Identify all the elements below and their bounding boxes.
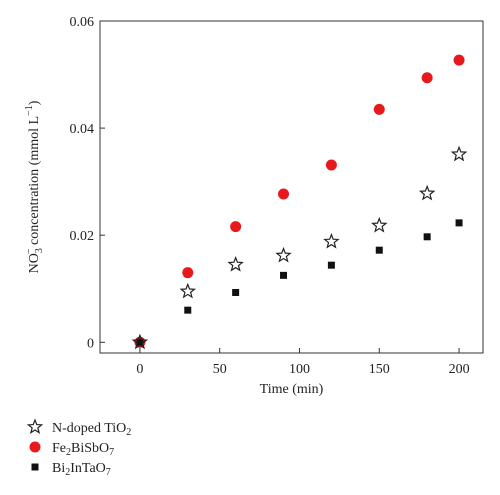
data-point-circle: [325, 159, 337, 171]
data-point-circle: [373, 103, 385, 115]
legend-marker-star: [26, 418, 44, 435]
y-tick-label: 0.06: [70, 15, 95, 30]
legend-marker-square: [31, 463, 39, 471]
legend-item: N-doped TiO2: [26, 418, 131, 438]
x-tick-label: 100: [289, 362, 310, 377]
x-axis-ticks: 0 50 100 150 200: [136, 348, 470, 377]
x-tick-label: 0: [136, 362, 143, 377]
data-point-circle: [453, 54, 465, 66]
legend: N-doped TiO2 Fe2BiSbO7 Bi2InTaO7: [26, 418, 131, 478]
data-point-star: [179, 282, 197, 299]
data-point-square: [232, 288, 240, 296]
data-point-circle: [230, 221, 242, 233]
plot-border: [99, 20, 484, 354]
y-axis-ticks: 0 0.02 0.04 0.06: [70, 15, 105, 351]
series-circle: [134, 54, 465, 348]
x-axis-title: Time (min): [260, 382, 324, 397]
y-axis-title: NO3− concentration (mmol L−1): [24, 100, 45, 273]
data-point-star: [323, 232, 340, 249]
x-tick-label: 200: [449, 362, 470, 377]
data-point-square: [184, 306, 192, 314]
data-point-star: [227, 255, 244, 272]
legend-label: Fe2BiSbO7: [52, 441, 114, 458]
legend-item: Bi2InTaO7: [31, 461, 111, 478]
series-star: [131, 145, 468, 350]
data-point-star: [450, 145, 468, 162]
data-point-circle: [421, 72, 433, 84]
plot-frame: [99, 20, 484, 354]
data-marks: [131, 54, 468, 350]
legend-item: Fe2BiSbO7: [29, 441, 114, 458]
y-tick-label: 0.02: [70, 229, 95, 244]
y-tick-label: 0: [87, 336, 94, 351]
data-point-square: [423, 233, 431, 241]
data-point-star: [275, 246, 292, 263]
x-tick-label: 150: [369, 362, 390, 377]
y-tick-label: 0.04: [70, 122, 95, 137]
data-point-square: [375, 246, 383, 254]
data-point-square: [327, 261, 335, 269]
legend-marker-circle: [29, 441, 41, 453]
legend-label: Bi2InTaO7: [52, 461, 111, 478]
data-point-circle: [182, 267, 194, 279]
data-point-square: [280, 271, 288, 279]
data-point-star: [131, 333, 149, 350]
data-point-circle: [278, 188, 290, 200]
data-point-square: [136, 338, 144, 346]
data-point-star: [418, 184, 436, 201]
x-tick-label: 50: [213, 362, 227, 377]
legend-label: N-doped TiO2: [52, 421, 131, 438]
data-point-star: [371, 216, 388, 233]
data-point-square: [455, 219, 463, 227]
series-square: [136, 219, 463, 346]
